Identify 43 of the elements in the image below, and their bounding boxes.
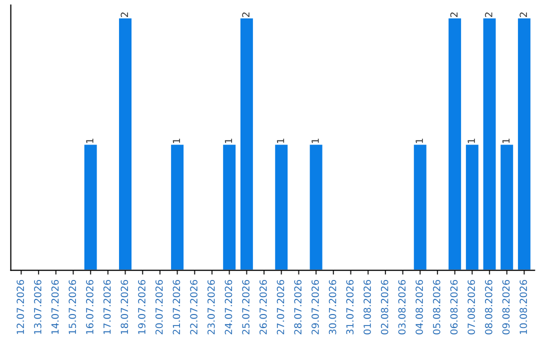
data-label: 1	[468, 138, 475, 143]
data-label: 1	[276, 138, 284, 143]
data-label: 1	[502, 138, 510, 143]
x-tick-label: 15.07.2026	[68, 280, 76, 334]
x-tick-label: 25.07.2026	[242, 280, 250, 334]
data-label: 2	[520, 12, 527, 18]
x-tick-label: 23.07.2026	[207, 280, 215, 334]
x-tick-label: 12.07.2026	[16, 280, 24, 334]
x-tick-label: 02.08.2026	[380, 280, 388, 334]
x-tick-label: 07.08.2026	[468, 280, 475, 334]
x-tick-label: 29.07.2026	[312, 280, 319, 334]
x-tick-label: 22.07.2026	[190, 280, 198, 334]
x-tick-label: 09.08.2026	[502, 280, 510, 334]
x-tick-label: 24.07.2026	[224, 280, 232, 334]
x-tick-label: 27.07.2026	[276, 280, 284, 334]
data-label: 1	[312, 138, 319, 143]
x-tick-label: 04.08.2026	[416, 280, 423, 334]
x-tick-label: 08.08.2026	[484, 280, 492, 334]
x-tick-label: 26.07.2026	[259, 280, 267, 334]
x-tick-label: 17.07.2026	[103, 280, 111, 334]
data-label: 1	[224, 138, 232, 143]
x-tick-label: 14.07.2026	[51, 280, 59, 334]
x-tick-label: 03.08.2026	[398, 280, 406, 334]
data-label: 2	[120, 12, 128, 18]
data-label: 2	[484, 12, 492, 18]
x-tick-label: 30.07.2026	[328, 280, 336, 334]
data-label: 1	[86, 138, 94, 143]
data-label: 1	[416, 138, 423, 143]
x-tick-label: 10.08.2026	[520, 280, 528, 334]
data-label: 1	[172, 138, 180, 143]
x-tick-label: 05.08.2026	[432, 280, 440, 334]
x-tick-label: 16.07.2026	[86, 280, 94, 334]
x-tick-label: 31.07.2026	[346, 280, 354, 334]
x-tick-label: 28.07.2026	[294, 280, 302, 334]
x-tick-label: 06.08.2026	[450, 280, 458, 334]
x-tick-label: 19.07.2026	[138, 280, 146, 334]
x-tick-label: 21.07.2026	[172, 280, 180, 334]
data-label: 2	[242, 12, 250, 18]
x-tick-label: 20.07.2026	[155, 280, 163, 334]
data-label: 2	[450, 12, 458, 18]
x-tick-label: 13.07.2026	[34, 280, 42, 334]
x-tick-label: 18.07.2026	[120, 280, 128, 334]
x-tick-label: 01.08.2026	[364, 280, 371, 334]
